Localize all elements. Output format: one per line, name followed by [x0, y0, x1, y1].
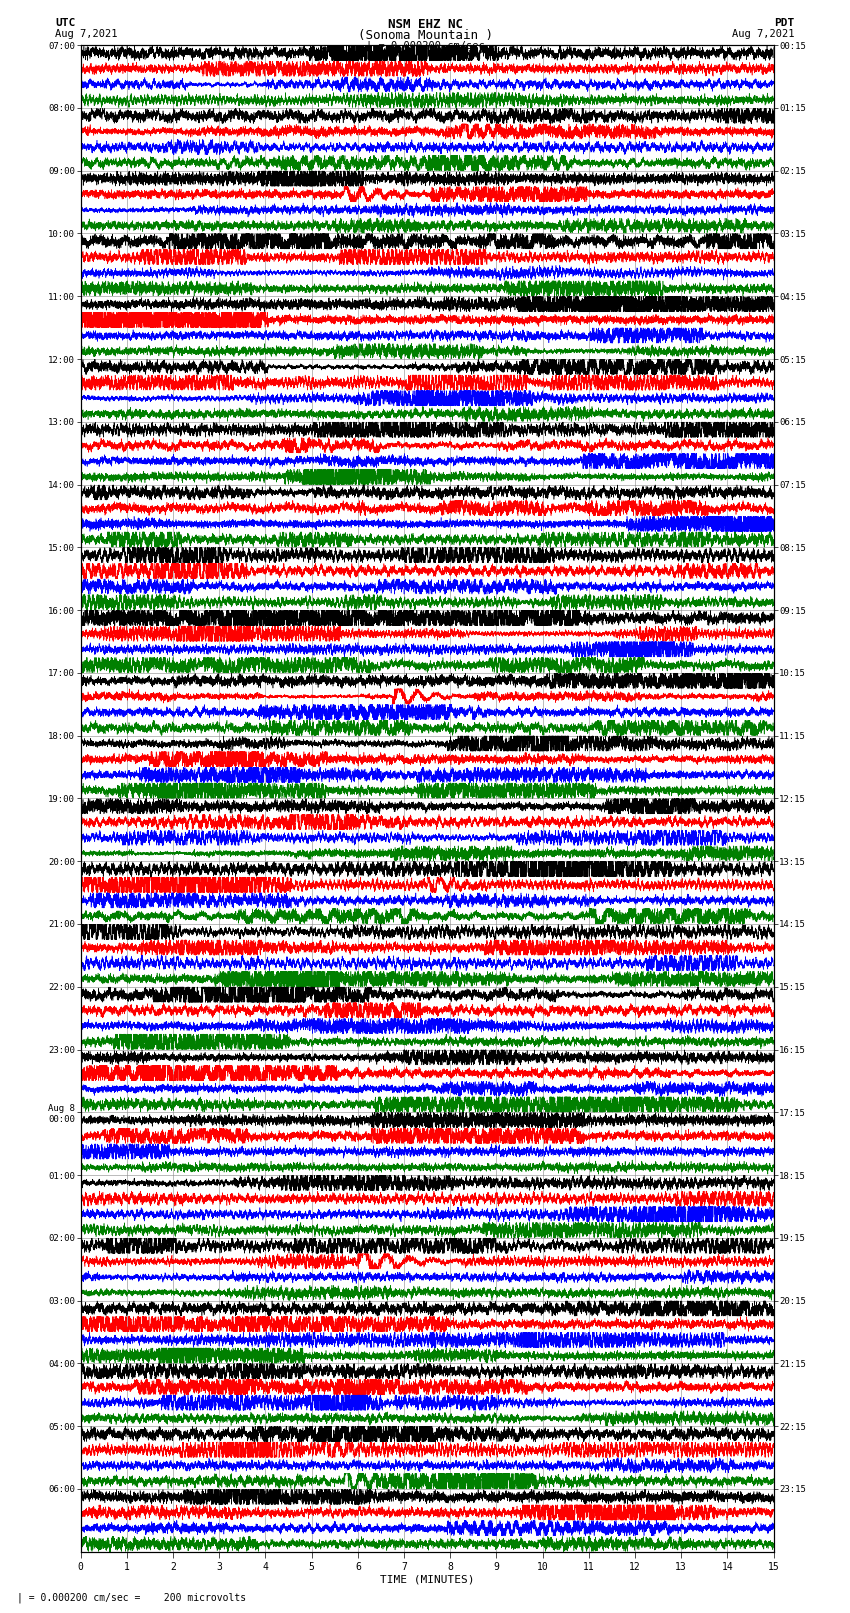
Text: UTC: UTC — [55, 18, 76, 27]
Text: | = 0.000200 cm/sec: | = 0.000200 cm/sec — [366, 40, 484, 52]
Text: | = 0.000200 cm/sec =    200 microvolts: | = 0.000200 cm/sec = 200 microvolts — [17, 1592, 246, 1603]
Text: Aug 7,2021: Aug 7,2021 — [732, 29, 795, 39]
X-axis label: TIME (MINUTES): TIME (MINUTES) — [380, 1574, 474, 1586]
Text: Aug 7,2021: Aug 7,2021 — [55, 29, 118, 39]
Text: NSM EHZ NC: NSM EHZ NC — [388, 18, 462, 31]
Text: PDT: PDT — [774, 18, 795, 27]
Text: (Sonoma Mountain ): (Sonoma Mountain ) — [358, 29, 492, 42]
